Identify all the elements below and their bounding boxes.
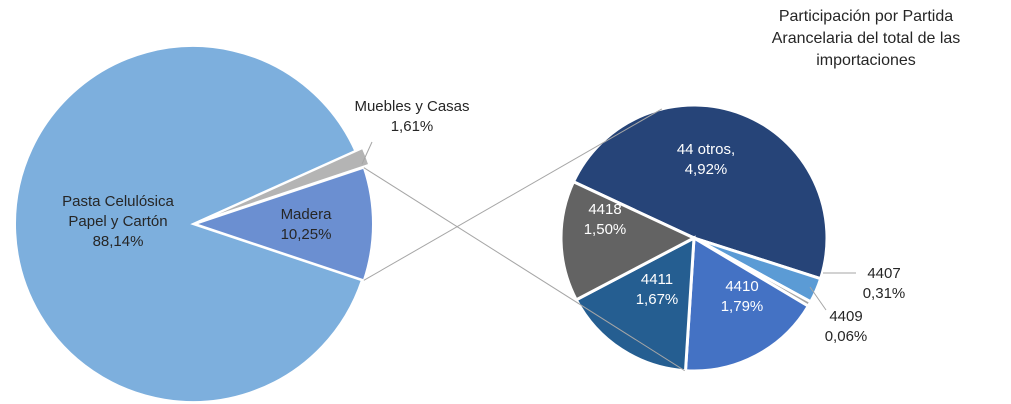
category-label: 4410 bbox=[725, 278, 759, 295]
value-label: 0,06% bbox=[824, 328, 868, 345]
category-label: 4407 bbox=[867, 265, 901, 282]
data-label: 4407 0,31% bbox=[829, 264, 939, 304]
value-label: 1,79% bbox=[720, 298, 764, 315]
connector-line bbox=[363, 167, 685, 372]
connector-line bbox=[363, 108, 663, 281]
pie-slice bbox=[200, 146, 371, 223]
data-label: Madera 10,25% bbox=[261, 205, 351, 245]
value-label: 88,14% bbox=[92, 233, 144, 250]
category-label: Muebles y Casas bbox=[354, 98, 470, 115]
data-label: 4411 1,67% bbox=[602, 270, 712, 310]
pie-slice bbox=[574, 235, 696, 373]
pie-slice bbox=[559, 179, 698, 302]
data-label: Pasta Celulósica Papel y Cartón 88,14% bbox=[48, 192, 188, 252]
category-label: 4409 bbox=[829, 308, 863, 325]
pie-slice bbox=[683, 235, 811, 373]
category-label: Pasta Celulósica Papel y Cartón bbox=[62, 193, 174, 230]
leader-line bbox=[361, 141, 373, 165]
value-label: 1,67% bbox=[635, 291, 679, 308]
value-label: 10,25% bbox=[280, 226, 332, 243]
data-label: 4409 0,06% bbox=[791, 307, 901, 347]
data-label: Muebles y Casas 1,61% bbox=[332, 97, 492, 137]
pie-slice bbox=[571, 103, 829, 281]
data-label: 4410 1,79% bbox=[687, 277, 797, 317]
category-label: 4418 bbox=[588, 201, 622, 218]
value-label: 0,31% bbox=[862, 285, 906, 302]
leader-line bbox=[809, 286, 827, 311]
value-label: 1,50% bbox=[583, 221, 627, 238]
pie-slice bbox=[191, 166, 374, 282]
value-label: 4,92% bbox=[684, 161, 728, 178]
data-label: 44 otros, 4,92% bbox=[651, 140, 761, 180]
pie-slice bbox=[14, 45, 364, 403]
value-label: 1,61% bbox=[390, 118, 434, 135]
data-label: 4418 1,50% bbox=[550, 200, 660, 240]
chart-title: Participación por Partida Arancelaria de… bbox=[771, 8, 961, 69]
category-label: Madera bbox=[280, 206, 332, 223]
category-label: 44 otros, bbox=[676, 141, 736, 158]
category-label: 4411 bbox=[640, 271, 674, 288]
